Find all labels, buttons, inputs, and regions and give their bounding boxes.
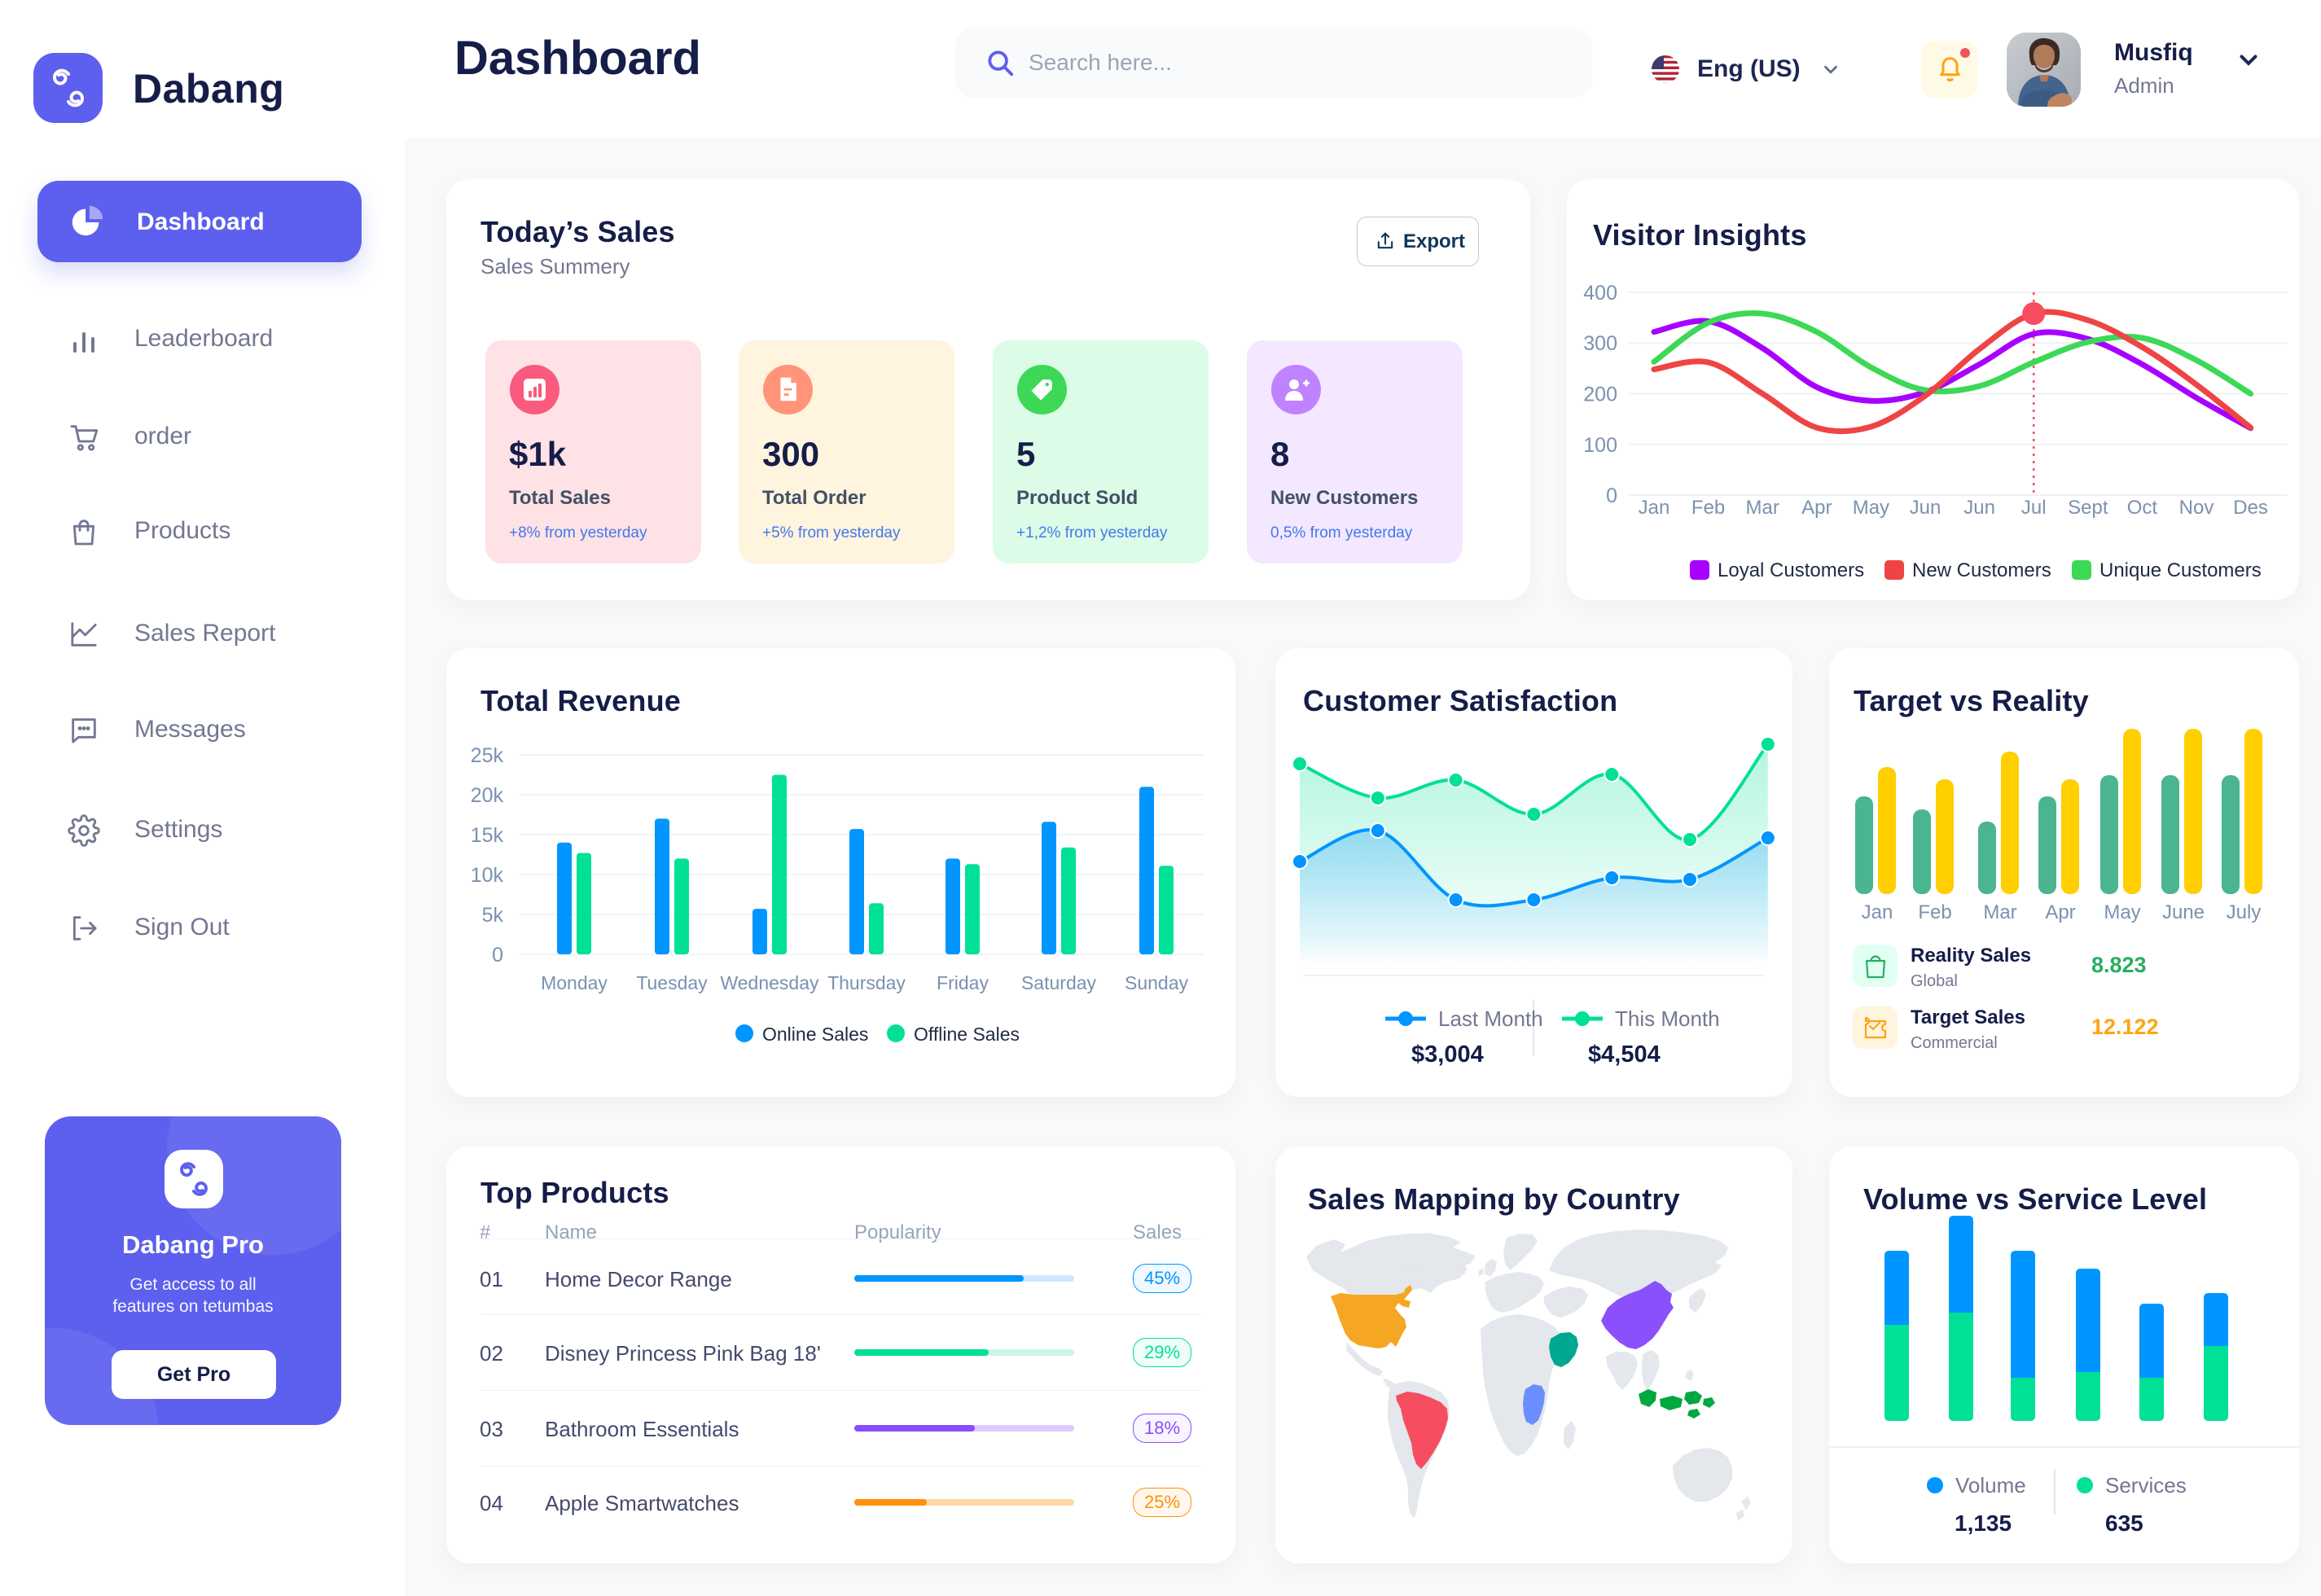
svg-text:300: 300 xyxy=(1583,332,1617,355)
svg-text:Online Sales: Online Sales xyxy=(762,1024,868,1045)
svg-text:400: 400 xyxy=(1583,282,1617,305)
svg-text:Commercial: Commercial xyxy=(1911,1034,1998,1052)
svg-text:Unique Customers: Unique Customers xyxy=(2099,559,2262,581)
svg-text:Jul: Jul xyxy=(2021,497,2047,519)
svg-text:New Customers: New Customers xyxy=(1912,559,2051,581)
svg-text:10k: 10k xyxy=(471,864,504,887)
svg-text:Monday: Monday xyxy=(541,972,608,993)
svg-text:Wednesday: Wednesday xyxy=(720,972,819,993)
svg-text:Last Month: Last Month xyxy=(1438,1006,1543,1031)
svg-text:July: July xyxy=(2227,901,2262,923)
svg-text:Saturday: Saturday xyxy=(1021,972,1097,993)
svg-text:Jun: Jun xyxy=(1963,497,1995,519)
svg-text:8.823: 8.823 xyxy=(2091,953,2147,977)
svg-text:May: May xyxy=(2104,901,2140,923)
svg-text:0: 0 xyxy=(1606,484,1617,507)
svg-text:$4,504: $4,504 xyxy=(1588,1041,1661,1068)
svg-text:Mar: Mar xyxy=(1983,901,2016,923)
svg-text:Jun: Jun xyxy=(1910,497,1941,519)
svg-text:Friday: Friday xyxy=(937,972,989,993)
svg-text:15k: 15k xyxy=(471,824,504,847)
svg-text:200: 200 xyxy=(1583,384,1617,406)
svg-text:1,135: 1,135 xyxy=(1955,1510,2012,1536)
svg-text:June: June xyxy=(2162,901,2205,923)
svg-text:100: 100 xyxy=(1583,434,1617,457)
svg-text:Jan: Jan xyxy=(1862,901,1893,923)
svg-text:May: May xyxy=(1853,497,1889,519)
svg-text:Target Sales: Target Sales xyxy=(1911,1006,2025,1028)
svg-text:Thursday: Thursday xyxy=(827,972,906,993)
svg-text:Feb: Feb xyxy=(1691,497,1725,519)
svg-text:Services: Services xyxy=(2105,1473,2187,1497)
svg-text:Global: Global xyxy=(1911,972,1958,990)
svg-text:Volume: Volume xyxy=(1955,1473,2026,1497)
svg-text:Offline Sales: Offline Sales xyxy=(914,1024,1020,1045)
svg-text:$3,004: $3,004 xyxy=(1411,1041,1484,1068)
svg-text:Mar: Mar xyxy=(1746,497,1779,519)
svg-text:635: 635 xyxy=(2105,1510,2143,1536)
svg-text:0: 0 xyxy=(492,944,503,967)
svg-text:5k: 5k xyxy=(482,904,504,927)
svg-text:Apr: Apr xyxy=(2045,901,2075,923)
svg-text:Jan: Jan xyxy=(1639,497,1670,519)
svg-text:Nov: Nov xyxy=(2179,497,2214,519)
svg-text:Des: Des xyxy=(2233,497,2268,519)
svg-text:Reality Sales: Reality Sales xyxy=(1911,945,2031,967)
svg-text:Sept: Sept xyxy=(2068,497,2108,519)
svg-text:20k: 20k xyxy=(471,784,504,807)
svg-text:12.122: 12.122 xyxy=(2091,1015,2159,1039)
svg-text:25k: 25k xyxy=(471,744,504,767)
svg-text:This Month: This Month xyxy=(1615,1006,1720,1031)
svg-text:Apr: Apr xyxy=(1801,497,1832,519)
svg-text:Oct: Oct xyxy=(2127,497,2158,519)
svg-text:Tuesday: Tuesday xyxy=(636,972,708,993)
svg-text:Loyal Customers: Loyal Customers xyxy=(1718,559,1864,581)
svg-text:Feb: Feb xyxy=(1918,901,1951,923)
svg-text:Sunday: Sunday xyxy=(1125,972,1189,993)
